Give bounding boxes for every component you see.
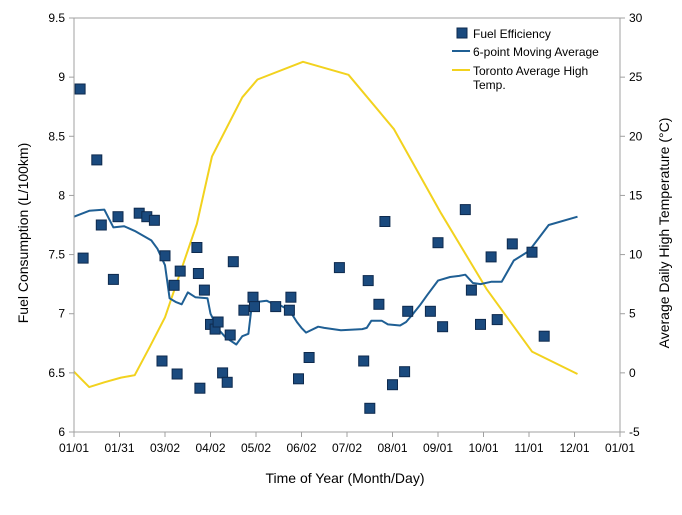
x-tick-label: 10/01 [468,441,498,455]
chart-axes [69,17,625,437]
legend: Fuel Efficiency 6-point Moving Average T… [452,27,599,92]
legend-label-fuel-efficiency: Fuel Efficiency [473,27,551,41]
y-left-tick-label: 8.5 [48,129,65,143]
data-point-fuel-efficiency [112,211,124,223]
data-point-fuel-efficiency [491,314,503,326]
data-point-fuel-efficiency [270,301,282,313]
y-right-tick-label: 15 [629,188,643,202]
data-point-fuel-efficiency [198,284,210,296]
data-point-fuel-efficiency [485,251,497,263]
data-point-fuel-efficiency [526,246,538,258]
y-right-tick-label: -5 [629,425,640,439]
data-point-fuel-efficiency [191,242,203,253]
data-point-fuel-efficiency [387,379,398,391]
y-left-tick-label: 8 [58,188,65,202]
data-point-fuel-efficiency [303,352,315,363]
data-point-fuel-efficiency [221,376,233,388]
data-point-fuel-efficiency [247,291,259,303]
data-point-fuel-efficiency [227,256,239,268]
series-line-toronto-temp [73,60,578,389]
data-point-fuel-efficiency [95,219,107,231]
data-point-fuel-efficiency [194,382,206,394]
y-right-tick-label: 30 [629,11,643,25]
data-point-fuel-efficiency [174,265,186,277]
series-line-moving-average [73,208,578,346]
data-point-fuel-efficiency [437,321,449,333]
y-left-tick-label: 9.5 [48,11,65,25]
y-left-tick-label: 7.5 [48,248,65,262]
y-right-tick-label: 5 [629,307,636,321]
legend-label-moving-average: 6-point Moving Average [473,45,599,59]
y-left-tick-label: 9 [58,70,65,84]
data-point-fuel-efficiency [156,355,168,367]
x-tick-label: 09/01 [423,441,453,455]
x-tick-label: 11/01 [514,441,543,455]
y-right-tick-label: 25 [629,70,643,84]
y-left-tick-label: 6 [58,425,65,439]
data-point-fuel-efficiency [159,250,171,262]
data-point-fuel-efficiency [74,83,86,95]
data-point-fuel-efficiency [91,154,103,166]
plot-series [73,60,578,414]
y-right-tick-label: 20 [629,129,643,143]
data-point-fuel-efficiency [506,238,518,250]
data-point-fuel-efficiency [402,305,414,317]
tick-labels: 6 6.5 7 7.5 8 8.5 9 9.5 -5 0 5 10 15 20 25 30 01/01 01/31… [48,11,642,455]
data-point-fuel-efficiency [364,402,376,414]
y-axis-title-right: Average Daily High Temperature (°C) [656,118,672,349]
data-point-fuel-efficiency [459,204,471,216]
data-point-fuel-efficiency [538,330,550,342]
x-tick-label: 05/02 [241,441,271,455]
data-point-fuel-efficiency [475,318,486,330]
x-tick-label: 01/01 [605,441,635,455]
data-point-fuel-efficiency [168,279,180,291]
data-point-fuel-efficiency [77,252,89,264]
data-point-fuel-efficiency [283,304,295,316]
data-point-fuel-efficiency [107,273,119,285]
data-point-fuel-efficiency [285,291,297,303]
y-axis-title-left: Fuel Consumption (L/100km) [15,143,31,324]
data-point-fuel-efficiency [333,262,345,274]
data-point-fuel-efficiency [358,355,370,367]
x-tick-label: 03/02 [150,441,180,455]
legend-label-toronto-temp: Toronto Average High Temp. [473,64,588,92]
x-axis-title: Time of Year (Month/Day) [266,470,425,486]
y-right-tick-label: 10 [629,248,643,262]
data-point-fuel-efficiency [148,214,160,226]
data-point-fuel-efficiency [399,366,411,378]
data-point-fuel-efficiency [224,329,236,341]
data-point-fuel-efficiency [212,316,224,328]
y-right-tick-label: 0 [629,366,636,380]
x-tick-label: 06/02 [286,441,316,455]
data-point-fuel-efficiency [373,298,385,310]
x-tick-label: 01/01 [59,441,89,455]
y-left-tick-label: 7 [58,307,65,321]
data-point-fuel-efficiency [424,305,436,317]
legend-swatch-fuel-efficiency [456,27,468,39]
data-point-fuel-efficiency [249,301,260,313]
data-point-fuel-efficiency [293,373,304,385]
data-point-fuel-efficiency [171,368,183,380]
data-point-fuel-efficiency [379,216,391,227]
x-tick-label: 01/31 [104,441,134,455]
x-tick-label: 07/02 [332,441,362,455]
data-point-fuel-efficiency [192,268,204,279]
data-point-fuel-efficiency [362,275,374,287]
x-tick-label: 12/01 [559,441,589,455]
x-tick-label: 04/02 [195,441,225,455]
data-point-fuel-efficiency [238,304,250,316]
data-point-fuel-efficiency [432,237,444,249]
data-point-fuel-efficiency [217,367,229,379]
y-left-tick-label: 6.5 [48,366,65,380]
data-point-fuel-efficiency [465,284,477,296]
x-tick-label: 08/01 [377,441,407,455]
